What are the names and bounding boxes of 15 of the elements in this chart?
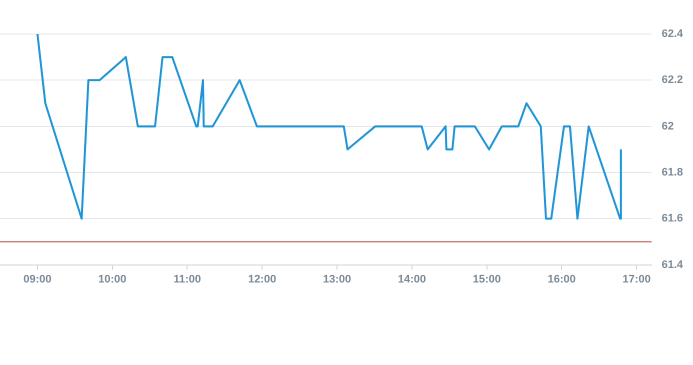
y-tick-label: 61.8 (662, 166, 684, 179)
y-tick-label: 61.4 (662, 258, 684, 271)
y-tick-label: 62.2 (662, 74, 684, 86)
x-tick-label: 09:00 (23, 273, 52, 286)
x-tick-label: 17:00 (622, 273, 651, 286)
x-tick-label: 12:00 (248, 273, 276, 286)
x-tick-label: 10:00 (98, 273, 126, 286)
x-tick-label: 13:00 (322, 273, 352, 286)
x-tick-label: 15:00 (472, 273, 501, 286)
x-tick-label: 11:00 (173, 273, 202, 286)
x-tick-label: 16:00 (548, 273, 576, 286)
y-tick-label: 62 (662, 120, 674, 132)
y-tick-label: 61.6 (662, 212, 684, 225)
y-tick-label: 62.4 (662, 28, 684, 40)
x-tick-label: 14:00 (398, 273, 426, 286)
